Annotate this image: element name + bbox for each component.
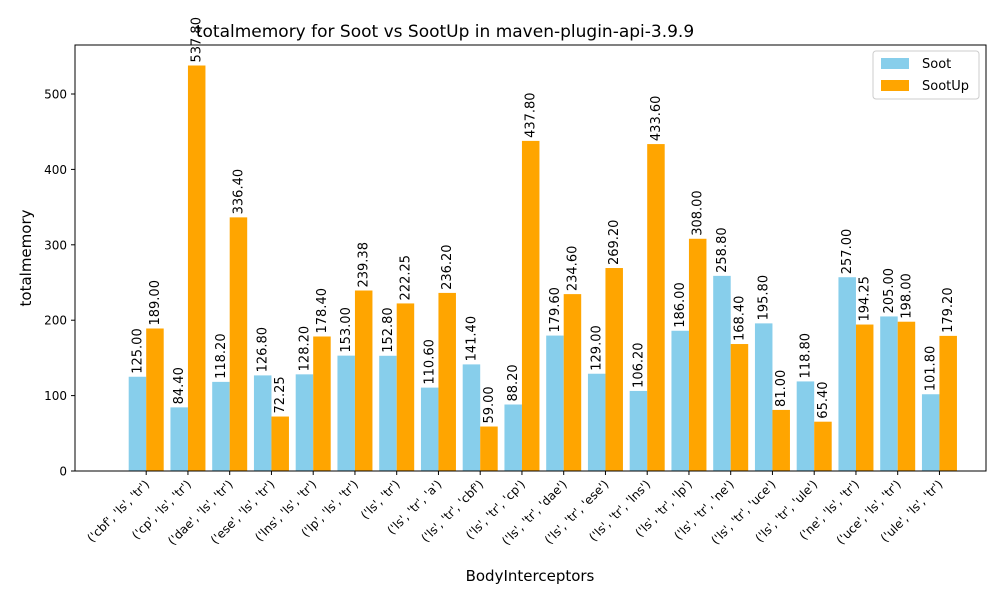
bar-sootup-3: [271, 416, 289, 471]
y-tick-label-100: 100: [44, 389, 67, 403]
bar-soot-17: [838, 277, 856, 471]
bar-sootup-11: [605, 268, 623, 471]
bar-soot-1: [170, 407, 188, 471]
value-label-sootup-3: 72.25: [273, 376, 288, 413]
value-label-soot-13: 186.00: [673, 282, 688, 328]
value-label-soot-14: 258.80: [715, 227, 730, 273]
value-label-soot-6: 152.80: [381, 307, 396, 353]
bar-soot-9: [504, 404, 522, 471]
bar-soot-15: [754, 323, 773, 471]
bar-sootup-1: [187, 65, 206, 472]
bar-sootup-4: [313, 336, 331, 471]
value-label-sootup-13: 308.00: [691, 190, 706, 236]
bar-sootup-14: [730, 344, 749, 471]
bar-soot-2: [212, 381, 230, 471]
bar-soot-12: [629, 390, 648, 471]
y-tick-label-300: 300: [44, 238, 67, 252]
value-label-sootup-9: 437.80: [524, 92, 539, 138]
value-label-soot-11: 129.00: [590, 325, 605, 371]
bar-sootup-12: [647, 144, 665, 471]
bar-sootup-6: [396, 303, 415, 471]
value-label-sootup-0: 189.00: [148, 280, 163, 326]
chart-title: totalmemory for Soot vs SootUp in maven-…: [196, 22, 694, 42]
y-tick-label-500: 500: [44, 88, 67, 102]
value-label-sootup-10: 234.60: [565, 246, 580, 292]
value-label-soot-19: 101.80: [924, 346, 939, 392]
bar-sootup-19: [939, 335, 957, 471]
value-label-sootup-16: 65.40: [816, 381, 831, 418]
bar-sootup-0: [146, 328, 164, 471]
legend: Soot SootUp: [872, 50, 980, 100]
value-label-soot-17: 257.00: [840, 229, 855, 275]
value-label-sootup-2: 336.40: [231, 169, 246, 215]
bar-soot-4: [295, 374, 314, 471]
legend-swatch-sootup: [881, 80, 909, 91]
value-label-soot-16: 118.80: [798, 333, 813, 379]
value-label-sootup-17: 194.25: [858, 276, 873, 322]
bar-soot-19: [921, 394, 940, 471]
bar-soot-5: [337, 355, 355, 471]
y-tick-label-400: 400: [44, 163, 67, 177]
bar-sootup-13: [688, 238, 707, 471]
value-label-sootup-19: 179.20: [941, 287, 956, 333]
bar-soot-13: [671, 330, 689, 471]
y-axis-label: totalmemory: [17, 209, 35, 306]
bar-sootup-16: [814, 421, 832, 471]
x-axis-label: BodyInterceptors: [466, 567, 595, 585]
bar-soot-10: [546, 335, 564, 471]
plot-area: 125.00 84.40 118.20 126.80 128.20 153.00 152.8…: [44, 17, 987, 548]
bar-sootup-15: [772, 409, 790, 471]
value-label-soot-5: 153.00: [339, 307, 354, 353]
bar-soot-11: [587, 373, 606, 471]
value-label-soot-18: 205.00: [882, 268, 897, 314]
value-label-soot-7: 110.60: [423, 339, 438, 385]
legend-swatch-soot: [881, 58, 909, 69]
value-label-sootup-11: 269.20: [607, 220, 622, 266]
bar-sootup-18: [897, 321, 916, 471]
y-tick-label-0: 0: [59, 465, 67, 479]
y-tick-label-200: 200: [44, 314, 67, 328]
value-label-soot-3: 126.80: [256, 327, 271, 373]
value-label-soot-15: 195.80: [757, 275, 772, 321]
value-label-soot-8: 141.40: [464, 316, 479, 362]
bar-sootup-5: [354, 290, 373, 471]
value-label-soot-4: 128.20: [297, 326, 312, 372]
bar-soot-6: [379, 355, 397, 471]
value-label-sootup-18: 198.00: [899, 273, 914, 319]
value-label-soot-9: 88.20: [506, 364, 521, 401]
value-label-sootup-1: 537.80: [190, 17, 205, 63]
bar-soot-8: [462, 364, 481, 471]
value-label-sootup-5: 239.38: [357, 242, 372, 288]
legend-label-soot: Soot: [922, 57, 951, 72]
bar-sootup-8: [480, 426, 498, 471]
bar-sootup-2: [229, 217, 248, 471]
value-label-soot-12: 106.20: [631, 342, 646, 388]
bar-soot-0: [128, 376, 147, 471]
value-label-sootup-8: 59.00: [482, 386, 497, 423]
value-label-sootup-4: 178.40: [315, 288, 330, 334]
bar-sootup-10: [563, 294, 582, 471]
bar-sootup-9: [521, 140, 540, 471]
bar-soot-16: [796, 381, 815, 471]
value-label-soot-1: 84.40: [172, 367, 187, 404]
bar-soot-7: [420, 387, 439, 471]
value-label-soot-0: 125.00: [130, 328, 145, 374]
bar-soot-14: [713, 275, 731, 471]
bar-sootup-7: [438, 292, 456, 471]
value-label-sootup-14: 168.40: [732, 296, 747, 342]
bar-soot-18: [880, 316, 898, 471]
bar-sootup-17: [855, 324, 874, 471]
legend-label-sootup: SootUp: [922, 79, 969, 94]
value-label-soot-10: 179.60: [548, 287, 563, 333]
value-label-sootup-6: 222.25: [398, 255, 413, 301]
value-label-sootup-12: 433.60: [649, 96, 664, 142]
axes-frame: [74, 44, 987, 472]
value-label-soot-2: 118.20: [214, 333, 229, 379]
bar-soot-3: [253, 375, 272, 471]
value-label-sootup-7: 236.20: [440, 244, 455, 290]
value-label-sootup-15: 81.00: [774, 370, 789, 407]
